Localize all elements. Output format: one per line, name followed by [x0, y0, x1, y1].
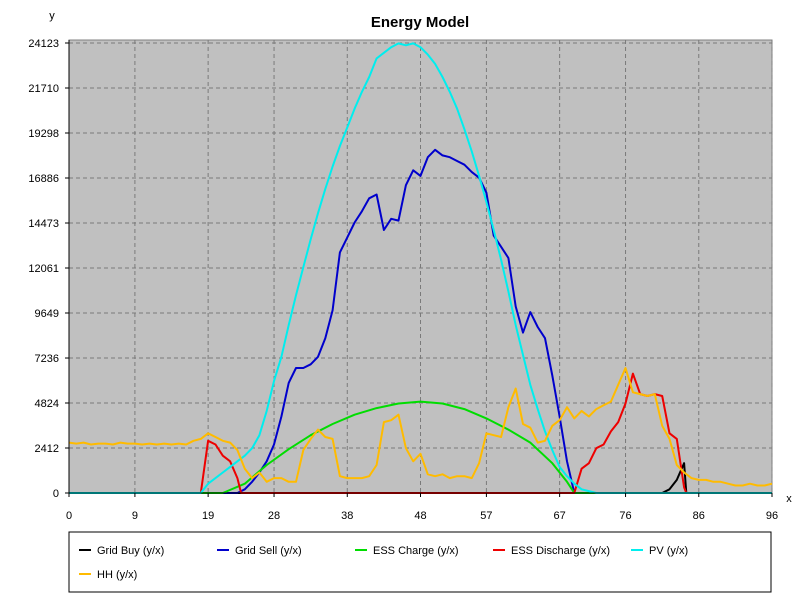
legend-items: Grid Buy (y/x) Grid Sell (y/x) ESS Charge … [79, 545, 688, 581]
x-tick-label: 48 [414, 510, 426, 522]
y-tick-label: 12061 [28, 263, 59, 275]
y-tick-label: 19298 [28, 128, 59, 140]
x-axis-label: x [786, 493, 792, 505]
y-axis-ticks: 0 2412 4824 7236 9649 12061 14473 16886 19298 217… [28, 38, 69, 500]
series-line [68, 367, 773, 487]
x-tick-label: 96 [766, 510, 778, 522]
series-lines [68, 42, 773, 494]
legend-label: Grid Sell (y/x) [235, 545, 302, 557]
y-tick-label: 16886 [28, 173, 59, 185]
gridlines [69, 40, 773, 493]
x-tick-label: 57 [480, 510, 492, 522]
y-tick-label: 0 [53, 488, 59, 500]
legend-label: ESS Charge (y/x) [373, 545, 459, 557]
x-tick-label: 19 [202, 510, 214, 522]
y-axis-label: y [49, 10, 55, 22]
y-tick-label: 21710 [28, 83, 59, 95]
x-tick-label: 38 [341, 510, 353, 522]
y-tick-label: 4824 [35, 398, 59, 410]
y-tick-label: 14473 [28, 218, 59, 230]
x-tick-label: 0 [66, 510, 72, 522]
x-tick-label: 9 [132, 510, 138, 522]
series-line [69, 42, 772, 494]
x-tick-label: 86 [693, 510, 705, 522]
x-tick-label: 28 [268, 510, 280, 522]
y-tick-label: 7236 [35, 353, 59, 365]
legend-label: PV (y/x) [649, 545, 688, 557]
legend-label: ESS Discharge (y/x) [511, 545, 610, 557]
legend-label: Grid Buy (y/x) [97, 545, 164, 557]
y-tick-label: 24123 [28, 38, 59, 50]
series-line [69, 148, 772, 494]
chart-title: Energy Model [371, 14, 469, 31]
legend [68, 531, 772, 593]
series-line [69, 372, 772, 494]
legend-label: HH (y/x) [97, 569, 137, 581]
x-tick-label: 67 [554, 510, 566, 522]
y-tick-label: 2412 [35, 443, 59, 455]
y-tick-label: 9649 [35, 308, 59, 320]
x-tick-label: 76 [619, 510, 631, 522]
series-line [69, 400, 772, 494]
x-axis-ticks: 0 9 19 28 38 48 57 67 76 86 96 [66, 493, 778, 522]
